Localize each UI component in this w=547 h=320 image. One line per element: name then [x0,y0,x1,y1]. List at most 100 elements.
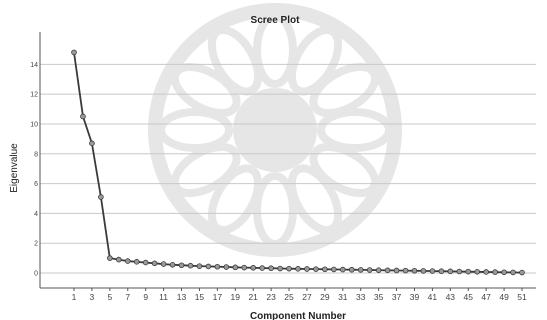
eigenvalue-point [429,268,436,274]
x-tick-label: 21 [248,292,258,302]
watermark-petal [253,12,297,88]
eigenvalue-series [71,49,525,276]
eigenvalue-point [501,269,507,276]
eigenvalue-point [402,267,409,274]
eigenvalue-point [178,262,185,269]
eigenvalue-point [393,267,400,274]
y-tick-label: 6 [34,181,38,188]
watermark-petal [207,164,263,235]
x-tick-label: 19 [231,292,241,302]
eigenvalue-point [160,261,167,267]
eigenvalue-point [447,268,454,275]
y-axis-title: Eigenvalue [9,143,20,193]
x-tick-label: 29 [320,292,330,302]
y-tick-labels: 0 2 4 6 8 10 12 14 [30,62,38,278]
x-tick-label: 47 [481,292,491,302]
x-tick-label: 27 [302,292,312,302]
eigenvalue-point [420,268,427,274]
axes [39,32,536,291]
x-axis-title: Component Number [250,311,346,320]
x-tick-label: 43 [446,292,456,302]
watermark-petal [170,62,241,118]
y-tick-label: 12 [30,92,38,99]
y-tick-label: 14 [30,62,38,69]
eigenvalue-point [375,267,382,273]
eigenvalue-point [357,267,364,273]
eigenvalue-point [384,267,391,274]
x-tick-label: 23 [266,292,276,302]
watermark-ring [148,3,402,257]
chart-title: Scree Plot [251,15,301,26]
x-tick-label: 3 [90,292,95,302]
x-tick-label: 51 [517,292,527,302]
eigenvalue-point [259,265,265,271]
y-tick-label: 2 [34,241,38,248]
eigenvalue-point [214,263,221,270]
watermark-petal [170,142,241,198]
x-tick-label: 13 [177,292,187,302]
x-tick-label: 25 [284,292,294,302]
x-tick-label: 17 [213,292,223,302]
y-tick-label: 4 [34,211,38,218]
watermark-petal [309,62,380,118]
eigenvalue-point [277,265,283,272]
gridlines [40,63,536,274]
eigenvalue-point [474,269,481,275]
eigenvalue-point [268,265,274,272]
eigenvalue-point [348,266,355,273]
x-tick-label: 7 [125,292,130,302]
x-tick-label: 33 [356,292,366,302]
eigenvalue-point [89,140,95,147]
eigenvalue-point [438,268,445,275]
eigenvalue-point [187,262,194,269]
x-tick-label: 5 [107,292,112,302]
watermark-petal [287,164,343,235]
x-tick-label: 15 [195,292,205,302]
eigenvalue-point [313,266,319,272]
eigenvalue-point [169,262,176,268]
x-tick-label: 9 [143,292,148,302]
watermark-petal [317,108,393,152]
eigenvalue-point [133,259,140,265]
eigenvalue-point [483,269,489,275]
eigenvalue-point [411,267,418,274]
x-tick-label: 11 [159,292,168,302]
eigenvalue-point [250,264,257,271]
x-tick-label: 1 [72,292,77,302]
watermark-petal [309,142,380,198]
eigenvalue-point [80,113,86,120]
watermark-petal [287,25,343,96]
y-tick-label: 8 [34,151,38,158]
eigenvalue-point [241,264,248,271]
x-tick-label: 35 [374,292,384,302]
eigenvalue-point [510,269,516,276]
x-tick-label: 41 [428,292,438,302]
eigenvalue-point [295,266,301,272]
eigenvalue-point [232,264,239,271]
eigenvalue-point [196,263,203,269]
watermark-petal [207,25,263,96]
eigenvalue-point [366,267,373,273]
background-watermark [148,3,402,257]
eigenvalue-point [71,49,77,56]
eigenvalue-point [107,255,113,261]
watermark-center [233,88,317,172]
y-tick-label: 0 [34,271,38,278]
x-tick-label: 49 [499,292,509,302]
y-tick-label: 10 [30,121,38,128]
watermark-petal [253,172,297,248]
eigenvalue-point [223,264,230,270]
eigenvalue-point [304,266,310,272]
x-tick-label: 37 [392,292,402,302]
x-tick-label: 31 [338,292,348,302]
eigenvalue-point [492,269,498,275]
eigenvalue-point [456,268,463,275]
eigenvalue-point [142,259,149,266]
eigenvalue-point [331,266,337,273]
watermark-petal [157,108,233,152]
eigenvalue-point [465,268,472,275]
eigenvalue-point [322,266,328,273]
eigenvalue-point [205,263,212,270]
